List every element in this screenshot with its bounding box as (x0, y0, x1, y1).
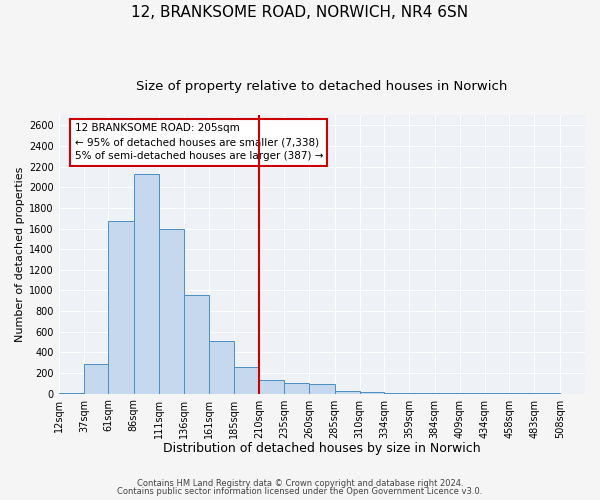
Text: 12 BRANKSOME ROAD: 205sqm
← 95% of detached houses are smaller (7,338)
5% of sem: 12 BRANKSOME ROAD: 205sqm ← 95% of detac… (74, 124, 323, 162)
Bar (233, 368, 259, 394)
Bar (159, 228, 184, 394)
Bar (460, 393, 485, 394)
Bar (259, 380, 284, 394)
Bar (184, 294, 209, 394)
Bar (134, 174, 159, 394)
Text: Contains HM Land Registry data © Crown copyright and database right 2024.: Contains HM Land Registry data © Crown c… (137, 478, 463, 488)
Text: 12, BRANKSOME ROAD, NORWICH, NR4 6SN: 12, BRANKSOME ROAD, NORWICH, NR4 6SN (131, 5, 469, 20)
Title: Size of property relative to detached houses in Norwich: Size of property relative to detached ho… (136, 80, 508, 93)
Bar (84, 364, 108, 394)
Bar (108, 222, 134, 394)
Bar (384, 393, 409, 394)
Text: Contains public sector information licensed under the Open Government Licence v3: Contains public sector information licen… (118, 487, 482, 496)
X-axis label: Distribution of detached houses by size in Norwich: Distribution of detached houses by size … (163, 442, 481, 455)
Y-axis label: Number of detached properties: Number of detached properties (15, 166, 25, 342)
Bar (284, 384, 309, 394)
Bar (59, 393, 84, 394)
Bar (434, 393, 460, 394)
Bar (509, 393, 535, 394)
Bar (360, 392, 384, 394)
Bar (309, 384, 335, 394)
Bar (209, 341, 233, 394)
Bar (485, 393, 509, 394)
Bar (409, 393, 434, 394)
Bar (535, 393, 560, 394)
Bar (335, 390, 360, 394)
